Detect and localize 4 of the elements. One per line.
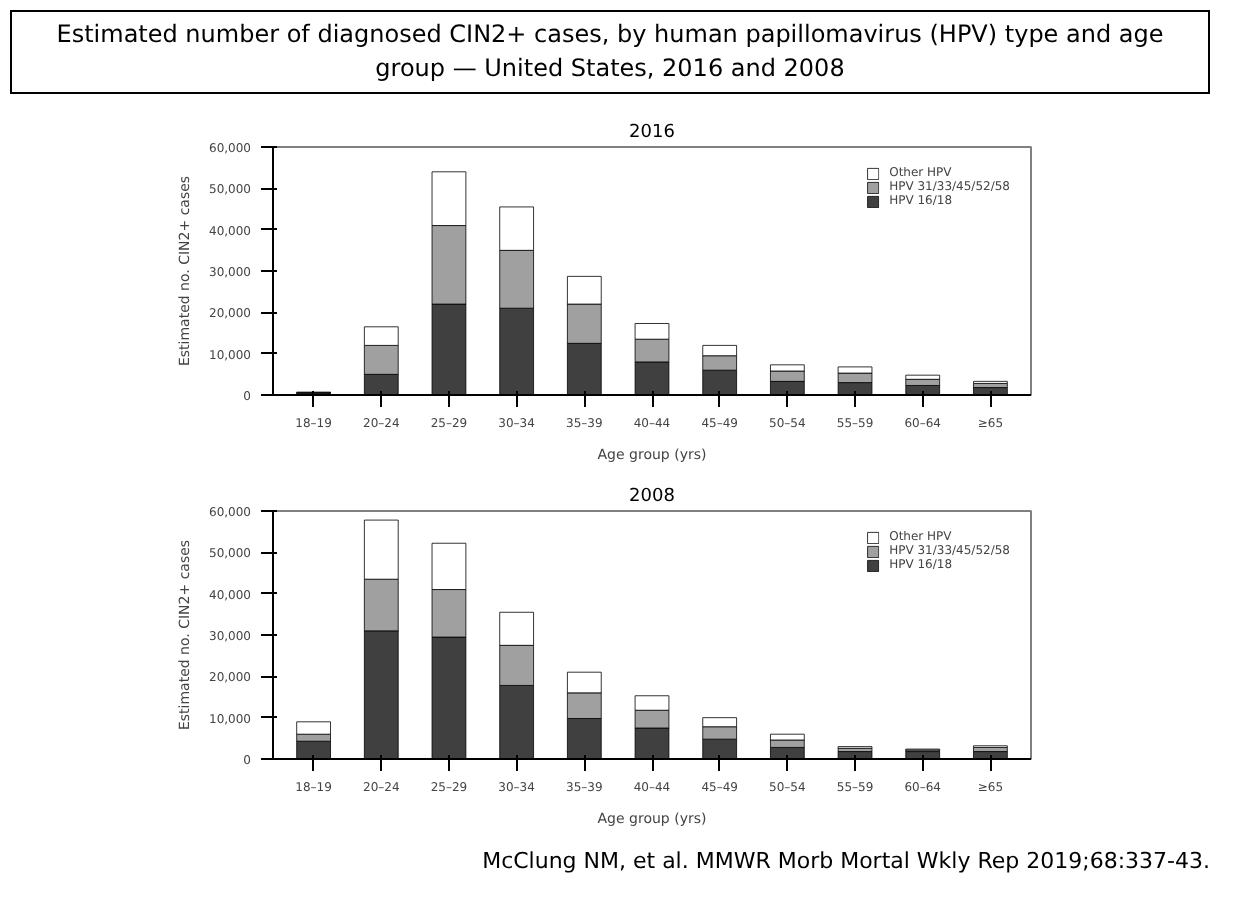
chart-title: 2008 <box>629 487 676 508</box>
chart-subtitle: 2016 <box>629 123 676 144</box>
chart-title: Estimated number of diagnosed CIN2+ cases, by human papillomavirus (HPV) type and age group — United States, 2016 and 2008 <box>54 18 1166 87</box>
text: McClung NM, et al. MMWR Morb Mortal Wkly Rep 2019;68:337-43. <box>482 846 1210 878</box>
